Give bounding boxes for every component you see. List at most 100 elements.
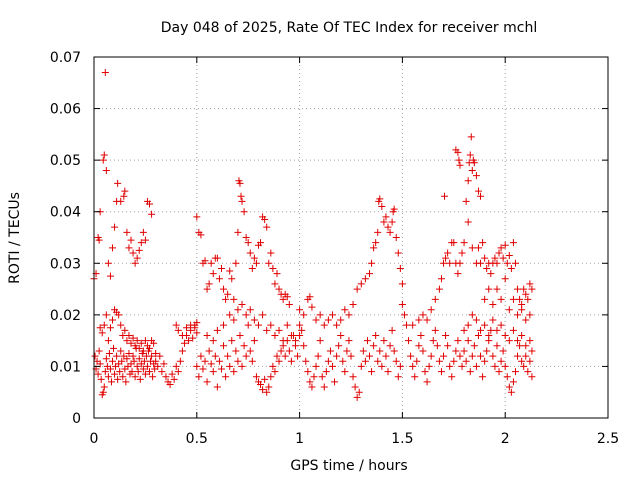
data-point: [275, 326, 283, 334]
data-point: [100, 321, 108, 329]
data-point: [456, 352, 464, 360]
data-point: [269, 264, 277, 272]
data-point: [460, 347, 468, 355]
data-point: [487, 270, 495, 278]
data-point: [100, 383, 108, 391]
data-point: [189, 334, 197, 342]
data-point: [123, 355, 131, 363]
data-point: [141, 337, 149, 345]
data-point: [257, 239, 265, 247]
y-tick-label: 0.01: [50, 359, 81, 375]
y-tick-label: 0.06: [50, 102, 81, 118]
chart-title: Day 048 of 2025, Rate Of TEC Index for r…: [161, 20, 537, 36]
data-point: [316, 311, 324, 319]
data-point: [275, 357, 283, 365]
data-point: [250, 254, 258, 262]
data-point: [524, 295, 532, 303]
data-point: [398, 301, 406, 309]
data-point: [328, 311, 336, 319]
data-point: [109, 316, 117, 324]
data-point: [285, 347, 293, 355]
data-point: [489, 301, 497, 309]
data-point: [435, 357, 443, 365]
data-point: [479, 239, 487, 247]
data-point: [296, 321, 304, 329]
data-point: [259, 386, 267, 394]
data-point: [392, 357, 400, 365]
data-point: [501, 275, 509, 283]
data-point: [265, 383, 273, 391]
data-point: [382, 352, 390, 360]
data-point: [130, 357, 138, 365]
data-point: [296, 331, 304, 339]
data-point: [493, 285, 501, 293]
data-point: [244, 239, 252, 247]
data-point: [425, 362, 433, 370]
data-point: [205, 347, 213, 355]
data-point: [174, 326, 182, 334]
data-point: [220, 285, 228, 293]
data-point: [123, 228, 131, 236]
data-point: [366, 270, 374, 278]
data-point: [113, 352, 121, 360]
data-point: [250, 316, 258, 324]
data-point: [240, 208, 248, 216]
data-point: [263, 326, 271, 334]
data-point: [466, 368, 474, 376]
data-point: [312, 316, 320, 324]
data-point: [372, 239, 380, 247]
data-point: [485, 285, 493, 293]
data-point: [493, 326, 501, 334]
data-point: [526, 357, 534, 365]
data-point: [211, 352, 219, 360]
y-tick-label: 0.07: [50, 50, 81, 66]
data-point: [326, 347, 334, 355]
data-point: [507, 388, 515, 396]
data-point: [355, 388, 363, 396]
data-point: [242, 311, 250, 319]
data-point: [279, 295, 287, 303]
data-point: [444, 342, 452, 350]
data-point: [314, 352, 322, 360]
data-point: [489, 316, 497, 324]
data-point: [203, 285, 211, 293]
data-point: [384, 223, 392, 231]
data-point: [386, 342, 394, 350]
data-point: [96, 360, 104, 368]
y-axis-label: ROTI / TECUs: [7, 192, 23, 284]
data-point: [409, 321, 417, 329]
data-point: [271, 331, 279, 339]
data-point: [417, 331, 425, 339]
data-point: [125, 244, 133, 252]
data-point: [409, 362, 417, 370]
data-point: [114, 179, 122, 187]
data-point: [514, 311, 522, 319]
data-point: [91, 352, 99, 360]
data-point: [228, 275, 236, 283]
data-point: [98, 329, 106, 337]
data-point: [374, 228, 382, 236]
data-point: [481, 254, 489, 262]
data-point: [368, 368, 376, 376]
data-point: [195, 373, 203, 381]
data-point: [104, 337, 112, 345]
data-point: [246, 347, 254, 355]
data-point: [172, 362, 180, 370]
data-point: [275, 285, 283, 293]
data-point: [454, 148, 462, 156]
data-point: [526, 337, 534, 345]
data-point: [259, 311, 267, 319]
data-point: [283, 321, 291, 329]
data-point: [392, 234, 400, 241]
data-point: [271, 280, 279, 288]
data-point: [431, 326, 439, 334]
data-point: [143, 362, 151, 370]
data-point: [129, 249, 137, 257]
data-point: [234, 228, 242, 236]
data-point: [254, 321, 262, 329]
data-point: [269, 362, 277, 370]
data-point: [514, 352, 522, 360]
data-point: [144, 347, 152, 355]
data-point: [306, 293, 314, 301]
data-point: [499, 347, 507, 355]
